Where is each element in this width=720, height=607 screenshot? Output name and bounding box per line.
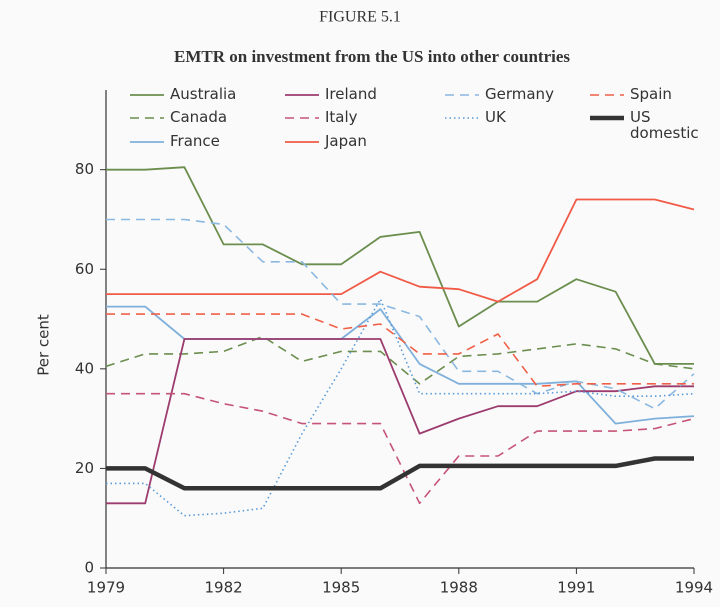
series-line [106,198,695,303]
chart-title: EMTR on investment from the US into othe… [174,47,570,66]
legend-label: Australia [170,85,237,103]
legend-label: Japan [325,132,367,150]
y-tick-label: 20 [75,459,94,477]
legend-label: US domestic [630,108,699,142]
legend-label: Ireland [325,85,377,103]
legend-label: Canada [170,108,228,126]
series-line [106,313,694,388]
series-line [106,456,694,491]
legend-label: Spain [630,85,672,103]
legend-label: Germany [485,85,554,103]
series-line [106,218,695,410]
series-line [105,335,695,385]
series-line [106,298,695,517]
y-tick-label: 60 [75,260,94,278]
x-tick-label: 1988 [440,579,478,597]
y-tick-label: 0 [84,559,94,577]
y-tick-label: 80 [75,160,94,178]
x-tick-label: 1982 [205,579,243,597]
figure-label: FIGURE 5.1 [319,9,401,26]
series-line [106,166,694,365]
x-tick-label: 1985 [322,579,360,597]
series-line [106,338,694,505]
y-tick-label: 40 [75,359,94,377]
y-axis-label: Per cent [35,314,53,376]
legend-label: France [170,132,220,150]
x-tick-label: 1991 [557,579,595,597]
legend-label: UK [485,108,506,126]
legend-label: Italy [325,108,358,126]
x-tick-label: 1994 [675,579,713,597]
series-line [106,392,695,505]
series-line [106,305,695,425]
x-tick-label: 1979 [87,579,125,597]
